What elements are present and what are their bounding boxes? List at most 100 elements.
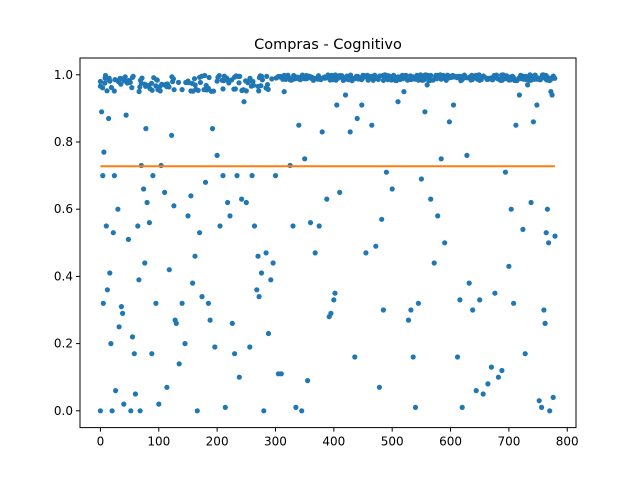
data-point xyxy=(305,378,311,384)
data-point xyxy=(111,88,117,94)
data-point xyxy=(199,294,205,300)
data-point xyxy=(258,83,264,89)
data-point xyxy=(241,99,247,105)
data-point xyxy=(337,189,343,195)
data-point xyxy=(188,193,194,199)
data-point xyxy=(197,230,203,236)
data-point xyxy=(110,230,116,236)
data-point xyxy=(269,76,275,82)
data-point xyxy=(408,307,414,313)
data-point xyxy=(135,223,141,229)
data-point xyxy=(237,73,243,79)
data-point xyxy=(459,404,465,410)
data-point xyxy=(342,92,349,98)
x-tick-label: 800 xyxy=(556,435,579,449)
data-point xyxy=(157,88,163,94)
data-point xyxy=(296,122,302,128)
data-point xyxy=(179,300,185,306)
data-point xyxy=(236,80,242,86)
data-point xyxy=(236,374,242,380)
data-point xyxy=(166,84,172,90)
data-point xyxy=(109,408,115,414)
data-point xyxy=(107,270,113,276)
data-point xyxy=(101,149,107,155)
data-point xyxy=(347,129,353,135)
data-point xyxy=(552,233,558,239)
data-point xyxy=(209,126,216,132)
data-point xyxy=(229,320,235,326)
data-point xyxy=(457,297,463,303)
data-point xyxy=(464,152,470,158)
data-point xyxy=(146,220,152,226)
data-point xyxy=(116,324,122,330)
x-axis: 0 100 200 300 400 500 600 700 800 xyxy=(97,427,579,449)
data-point xyxy=(102,80,108,86)
data-point xyxy=(125,236,131,242)
data-point xyxy=(173,320,179,326)
data-point xyxy=(243,199,249,206)
data-point xyxy=(123,112,129,118)
data-point xyxy=(256,294,262,300)
data-point xyxy=(525,82,531,88)
data-point xyxy=(302,156,308,162)
data-point xyxy=(108,341,114,347)
data-point xyxy=(225,199,231,206)
data-point xyxy=(127,79,133,85)
data-point xyxy=(175,79,182,85)
data-point xyxy=(539,404,545,410)
data-point xyxy=(99,109,105,115)
data-point xyxy=(492,290,498,296)
data-point xyxy=(216,73,222,79)
data-point xyxy=(438,156,444,162)
data-point xyxy=(424,82,430,88)
data-point xyxy=(334,102,340,108)
data-point xyxy=(227,213,233,219)
data-point xyxy=(214,152,220,158)
data-point xyxy=(195,87,201,93)
data-point xyxy=(239,196,245,202)
data-point xyxy=(141,186,147,192)
data-point xyxy=(192,82,198,88)
x-tick-label: 500 xyxy=(381,435,404,449)
data-point xyxy=(499,367,505,374)
data-point xyxy=(552,75,558,81)
data-point xyxy=(202,179,209,185)
data-point xyxy=(502,169,508,175)
data-point xyxy=(263,250,269,256)
data-point xyxy=(522,351,528,357)
data-point xyxy=(136,277,142,283)
data-point xyxy=(100,173,106,179)
data-point xyxy=(520,226,526,232)
data-point xyxy=(278,371,284,377)
data-point xyxy=(220,86,226,92)
data-point xyxy=(255,253,261,259)
data-point xyxy=(293,404,299,410)
data-point xyxy=(331,297,337,303)
data-point xyxy=(348,72,354,78)
data-point xyxy=(202,72,208,79)
data-point xyxy=(307,220,314,226)
data-point xyxy=(510,300,517,306)
data-point xyxy=(258,270,265,276)
data-point xyxy=(508,206,514,212)
data-point xyxy=(139,75,145,81)
data-point xyxy=(148,80,155,86)
data-point xyxy=(149,87,155,93)
data-point xyxy=(153,300,159,306)
data-point xyxy=(412,404,419,410)
data-point xyxy=(143,126,149,132)
data-point xyxy=(410,354,416,360)
data-point xyxy=(550,394,556,400)
data-point xyxy=(261,408,267,414)
data-point xyxy=(232,351,238,357)
data-point xyxy=(395,99,401,105)
data-point xyxy=(111,173,117,179)
data-point xyxy=(234,173,240,179)
data-point xyxy=(454,354,461,360)
data-point xyxy=(254,287,260,293)
data-point xyxy=(169,132,175,138)
data-point xyxy=(102,72,109,79)
data-point xyxy=(391,72,397,78)
data-point xyxy=(97,78,103,85)
data-point xyxy=(171,87,177,93)
